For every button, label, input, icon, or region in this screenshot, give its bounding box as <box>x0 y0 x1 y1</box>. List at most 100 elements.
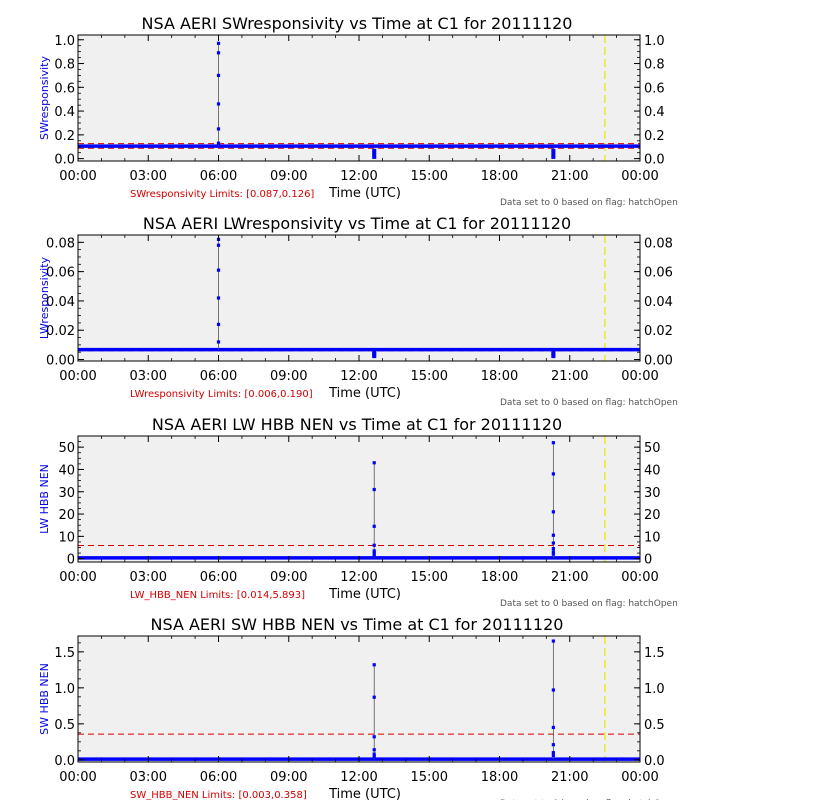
data-point <box>551 751 555 755</box>
limits-label: LWresponsivity Limits: [0.006,0.190] <box>130 389 313 400</box>
data-point <box>372 461 376 465</box>
data-point <box>372 553 376 557</box>
y-tick-label-right: 10 <box>644 530 661 545</box>
data-point <box>372 543 376 547</box>
x-tick-label: 21:00 <box>551 570 588 585</box>
y-tick-label-left: 0.08 <box>46 236 75 251</box>
data-point <box>216 243 221 247</box>
y-tick-label-right: 1.5 <box>644 646 665 661</box>
data-point <box>551 725 555 730</box>
y-axis-label: LW HBB NEN <box>38 464 51 534</box>
x-tick-label: 00:00 <box>621 570 658 585</box>
x-tick-label: 06:00 <box>200 369 237 384</box>
data-point <box>551 533 555 537</box>
x-tick-label: 12:00 <box>340 169 377 184</box>
data-point <box>372 754 376 758</box>
y-tick-label-left: 30 <box>58 486 75 501</box>
x-tick-label: 15:00 <box>411 169 448 184</box>
y-tick-label-left: 0.04 <box>46 295 75 310</box>
y-tick-label-right: 1.0 <box>644 682 665 697</box>
data-point <box>372 748 376 752</box>
data-point <box>551 541 555 545</box>
x-tick-label: 12:00 <box>340 570 377 585</box>
data-point <box>216 73 221 78</box>
y-tick-label-right: 0.8 <box>644 58 665 73</box>
data-point <box>372 151 377 155</box>
data-point <box>551 639 555 643</box>
flag-note: Data set to 0 based on flag: hatchOpen <box>500 398 678 408</box>
x-tick-label: 06:00 <box>200 770 237 785</box>
y-tick-label-left: 0.2 <box>54 129 75 144</box>
x-tick-label: 03:00 <box>130 770 167 785</box>
x-tick-label: 00:00 <box>621 369 658 384</box>
y-tick-label-left: 0.0 <box>54 754 75 769</box>
flag-note: Data set to 0 based on flag: hatchOpen <box>500 198 678 208</box>
data-point <box>372 752 376 756</box>
data-point <box>551 472 555 476</box>
plot-area <box>78 235 640 361</box>
y-tick-label-right: 1.0 <box>644 34 665 49</box>
flag-note: Data set to 0 based on flag: hatchOpen <box>500 599 678 609</box>
data-point <box>216 268 221 272</box>
limits-label: SW_HBB_NEN Limits: [0.003,0.358] <box>130 790 307 800</box>
x-axis-label: Time (UTC) <box>328 587 401 602</box>
y-tick-label-left: 0.0 <box>54 153 75 168</box>
data-point <box>216 102 221 106</box>
plot-area <box>78 636 640 762</box>
y-tick-label-right: 0 <box>644 553 652 568</box>
x-tick-label: 21:00 <box>551 169 588 184</box>
data-point <box>372 695 376 699</box>
plot-area <box>78 35 640 161</box>
y-tick-label-left: 20 <box>58 508 75 523</box>
x-tick-label: 09:00 <box>270 169 307 184</box>
data-point <box>216 340 221 344</box>
panel-2: NSA AERI LWresponsivity vs Time at C1 fo… <box>38 214 678 408</box>
y-tick-label-left: 0.6 <box>54 81 75 96</box>
x-tick-label: 18:00 <box>481 570 518 585</box>
data-point <box>372 735 376 739</box>
x-tick-label: 06:00 <box>200 169 237 184</box>
y-tick-label-left: 0.4 <box>54 105 75 120</box>
data-point <box>551 153 556 157</box>
chart-title: NSA AERI SW HBB NEN vs Time at C1 for 20… <box>151 615 564 634</box>
y-tick-label-right: 0.00 <box>644 354 673 369</box>
plot-area <box>78 436 640 562</box>
x-tick-label: 03:00 <box>130 369 167 384</box>
y-axis-label: SW HBB NEN <box>38 663 51 735</box>
panel-4: NSA AERI SW HBB NEN vs Time at C1 for 20… <box>38 615 678 800</box>
data-point <box>216 141 221 145</box>
panel-3: NSA AERI LW HBB NEN vs Time at C1 for 20… <box>38 415 678 609</box>
data-point <box>372 549 376 553</box>
y-tick-label-right: 0.0 <box>644 754 665 769</box>
limits-label: SWresponsivity Limits: [0.087,0.126] <box>130 189 314 200</box>
data-point <box>551 547 555 551</box>
y-tick-label-left: 0.00 <box>46 354 75 369</box>
data-point <box>216 41 221 45</box>
y-tick-label-left: 0.06 <box>46 266 75 281</box>
x-tick-label: 21:00 <box>551 770 588 785</box>
x-tick-label: 18:00 <box>481 369 518 384</box>
data-point <box>216 296 221 300</box>
y-tick-label-right: 20 <box>644 508 661 523</box>
x-tick-label: 15:00 <box>411 770 448 785</box>
x-axis-label: Time (UTC) <box>328 787 401 800</box>
data-point <box>551 151 556 155</box>
data-point <box>551 148 556 152</box>
y-axis-label: SWresponsivity <box>38 56 51 140</box>
y-tick-label-left: 0.02 <box>46 324 75 339</box>
x-tick-label: 03:00 <box>130 570 167 585</box>
data-point <box>216 127 221 131</box>
x-tick-label: 00:00 <box>621 169 658 184</box>
x-tick-label: 00:00 <box>59 169 96 184</box>
x-tick-label: 18:00 <box>481 169 518 184</box>
data-point <box>551 552 555 556</box>
x-tick-label: 03:00 <box>130 169 167 184</box>
data-point <box>372 355 377 359</box>
data-point <box>372 153 377 157</box>
x-tick-label: 00:00 <box>59 369 96 384</box>
y-tick-label-left: 0 <box>67 553 75 568</box>
y-tick-label-left: 1.0 <box>54 682 75 697</box>
y-tick-label-left: 10 <box>58 530 75 545</box>
x-tick-label: 06:00 <box>200 570 237 585</box>
